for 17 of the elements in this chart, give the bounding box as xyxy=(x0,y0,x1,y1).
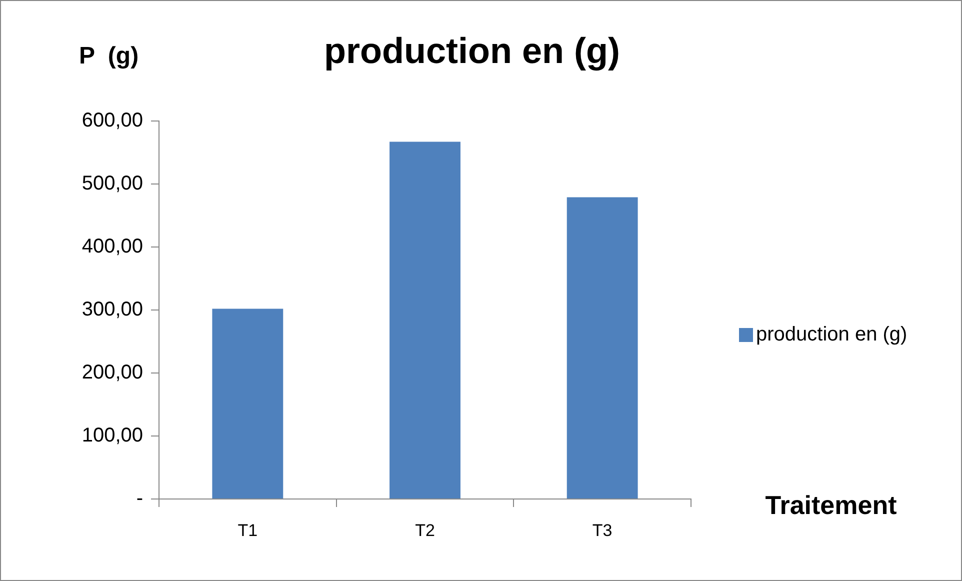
x-tick-label: T2 xyxy=(415,520,435,540)
y-tick-label: - xyxy=(136,488,143,510)
bar xyxy=(212,308,284,498)
y-tick-label: 200,00 xyxy=(82,362,143,384)
x-axis-title: Traitement xyxy=(765,490,898,520)
y-tick-label: 400,00 xyxy=(82,236,143,258)
y-tick-label: 600,00 xyxy=(82,110,143,132)
bar xyxy=(390,142,460,498)
y-tick-label: 300,00 xyxy=(82,298,143,321)
legend-label: production en (g) xyxy=(756,324,908,346)
chart-title: production en (g) xyxy=(324,30,620,71)
x-tick-label: T1 xyxy=(238,520,258,540)
y-axis-title: P (g) xyxy=(79,42,139,70)
y-tick-label: 500,00 xyxy=(82,172,143,195)
y-tick-label: 100,00 xyxy=(82,424,143,447)
x-tick-label: T3 xyxy=(592,520,612,540)
bar xyxy=(566,197,638,498)
